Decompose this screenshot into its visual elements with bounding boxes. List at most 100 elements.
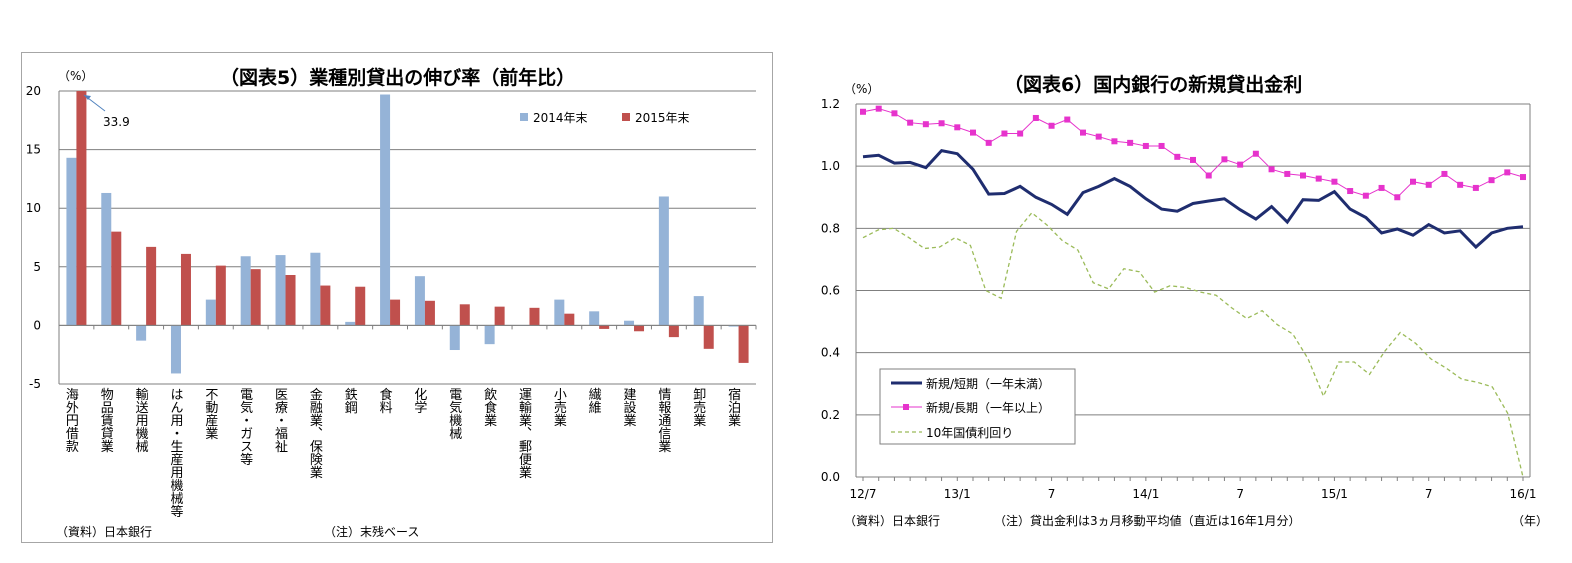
x-tick-label: 金融業、保険業 [307,387,323,479]
x-tick-label: 7 [1048,487,1056,501]
x-tick-label: 15/1 [1321,487,1348,501]
x-tick-label: 海外円借款 [63,387,79,452]
x-tick-label: 卸売業 [690,387,706,427]
x-tick-label: 14/1 [1132,487,1159,501]
y-tick-label: 1.0 [821,159,840,173]
bar-2015年末 [634,325,645,332]
data-point [1378,184,1385,191]
bar-2015年末 [738,325,749,363]
data-point [860,108,866,115]
bar-2015年末 [76,91,87,326]
bar-2015年末 [111,231,122,326]
legend-swatch [622,113,630,121]
bar-2015年末 [250,269,261,326]
data-point [891,110,898,117]
y-axis-unit: （%） [844,82,880,96]
y-axis-unit: （%） [58,69,94,83]
bar-2014年末 [345,321,356,326]
bar-2015年末 [355,286,366,326]
data-point [1080,129,1086,136]
data-point [1410,178,1416,185]
chart-title: （図表5）業種別貸出の伸び率（前年比） [220,67,576,89]
bar-2014年末 [66,157,77,326]
annotation-arrowhead [84,95,91,100]
x-tick-label: 化学 [411,387,427,413]
legend-label: 10年国債利回り [926,425,1013,440]
x-tick-label: 建設業 [621,387,637,426]
bar-2015年末 [180,253,191,326]
data-point [1315,175,1322,182]
x-tick-label: 飲食業 [481,387,497,427]
x-tick-label: 医療・福祉 [272,387,288,453]
bar-2014年末 [101,192,112,326]
bar-2014年末 [310,252,321,326]
bar-2014年末 [170,325,181,374]
data-point [985,139,992,146]
data-point [1221,156,1228,163]
y-tick-label: 0 [33,318,41,332]
data-point [938,120,945,127]
data-point [1520,174,1526,181]
y-tick-label: 20 [26,84,41,98]
bar-2015年末 [459,304,470,326]
footnote: （注）貸出金利は3ヵ月移動平均値（直近は16年1月分） [994,514,1301,528]
bar-2014年末 [728,325,739,327]
y-tick-label: 0.8 [821,221,840,235]
y-tick-label: 15 [26,143,41,157]
bar-2014年末 [589,311,600,326]
x-tick-label: 輸送用機械 [133,387,149,452]
line-chart-svg: 0.0 0.2 0.4 0.6 0.8 1.0 1.2 12/7 13/1 7 14/1 7 15/1 7… [821,97,1537,501]
data-point [954,124,961,131]
legend-label: 2015年末 [635,111,690,125]
data-point [1237,161,1244,168]
bar-2015年末 [320,285,331,326]
data-point [1268,166,1275,173]
data-point [1488,177,1495,184]
data-point [1032,114,1039,121]
bar-2014年末 [484,325,495,345]
bar-2014年末 [693,296,704,326]
x-tick-label: 12/7 [850,487,877,501]
data-point [1300,172,1306,179]
y-tick-label: 1.2 [821,97,840,111]
bar-2015年末 [668,325,679,338]
x-tick-label: 情報通信業 [655,387,671,452]
data-point [1190,156,1196,163]
data-point [1425,181,1432,188]
bar-2014年末 [275,255,286,326]
bar-2015年末 [599,325,610,329]
x-tick-label: 13/1 [944,487,971,501]
legend-swatch [520,113,528,121]
y-tick-label: -5 [29,377,41,391]
data-point [1158,142,1165,149]
bar-2014年末 [240,256,251,326]
y-tick-label: 0.2 [821,408,840,422]
data-point [1095,133,1102,140]
data-point [1205,172,1212,179]
bar-2015年末 [285,275,296,326]
source-note: （資料）日本銀行 [56,525,153,539]
data-point [1064,116,1071,123]
legend-marker [903,404,909,410]
y-tick-label: 0.6 [821,284,840,298]
bar-2014年末 [554,299,565,326]
series-line-新規/短期（一年未満） [862,148,1524,250]
bar-2014年末 [449,325,460,351]
x-axis-unit: （年） [1512,514,1549,528]
x-tick-label: 食料 [377,387,393,414]
chart-panel-loan-growth: （図表5）業種別貸出の伸び率（前年比） （%） -5 0 5 10 15 20 海外円借款 物… [21,52,773,543]
x-tick-label: 不動産業 [202,387,218,439]
x-tick-label: 物品賃貸業 [98,387,114,452]
x-tick-label: 宿泊業 [725,387,741,427]
bar-2014年末 [205,299,216,326]
data-point [1111,138,1118,145]
data-point [1174,153,1181,160]
bar-2015年末 [564,313,575,326]
bar-2014年末 [136,325,147,341]
x-tick-label: はん用・生産用機械等 [167,387,183,517]
y-tick-label: 0.0 [821,470,840,484]
legend-label: 新規/長期（一年以上） [926,400,1050,415]
data-point [1457,181,1464,188]
bar-2015年末 [494,306,505,326]
series-line-10年国債利回り [862,211,1524,478]
